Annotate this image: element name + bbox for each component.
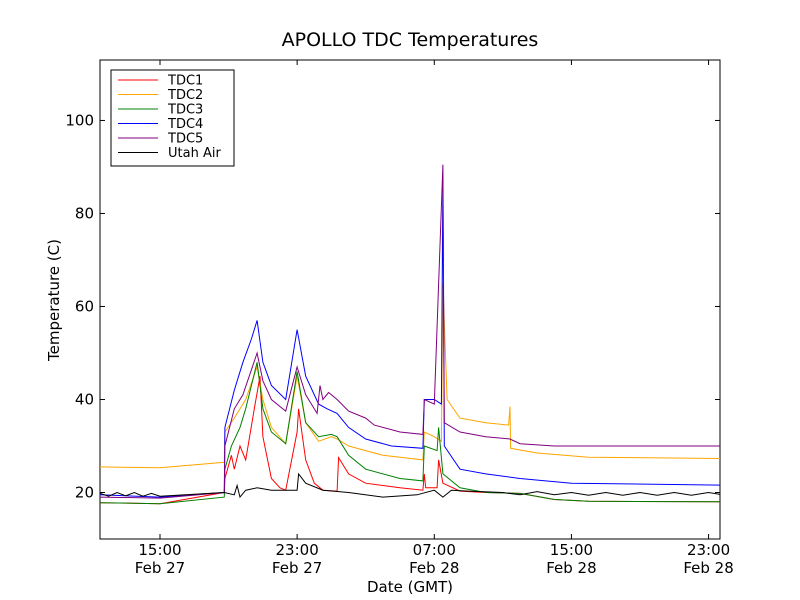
x-axis-label: Date (GMT): [367, 578, 453, 596]
series-line-1: [99, 283, 721, 469]
x-tick-time-2: 07:00: [413, 541, 456, 559]
series-line-4: [99, 164, 720, 499]
x-tick-date-1: Feb 27: [272, 559, 322, 577]
y-tick-label-3: 80: [75, 204, 94, 222]
legend-label-5: Utah Air: [168, 146, 221, 161]
x-tick-time-4: 23:00: [687, 541, 730, 559]
x-tick-date-4: Feb 28: [683, 559, 733, 577]
series-line-5: [99, 472, 721, 499]
legend-box: [110, 69, 235, 167]
x-tick-time-1: 23:00: [276, 541, 319, 559]
legend-label-0: TDC1: [167, 74, 203, 89]
series-line-3: [99, 176, 721, 498]
series-line-0: [99, 376, 721, 505]
chart-title: APOLLO TDC Temperatures: [282, 29, 539, 51]
legend-label-1: TDC2: [167, 88, 203, 103]
series-lines: [99, 164, 721, 505]
legend-label-3: TDC4: [167, 117, 203, 132]
legend-label-2: TDC3: [167, 103, 203, 118]
x-tick-date-0: Feb 27: [135, 559, 185, 577]
x-tick-time-3: 15:00: [550, 541, 593, 559]
y-tick-label-4: 100: [65, 111, 94, 129]
series-line-2: [99, 362, 721, 505]
y-tick-label-0: 20: [75, 483, 94, 501]
legend-label-4: TDC5: [167, 132, 203, 147]
y-tick-label-1: 40: [75, 390, 94, 408]
x-tick-time-0: 15:00: [138, 541, 181, 559]
x-tick-date-3: Feb 28: [546, 559, 596, 577]
x-tick-date-2: Feb 28: [409, 559, 459, 577]
y-tick-label-2: 60: [75, 297, 94, 315]
y-axis-label: Temperature (C): [45, 239, 63, 362]
